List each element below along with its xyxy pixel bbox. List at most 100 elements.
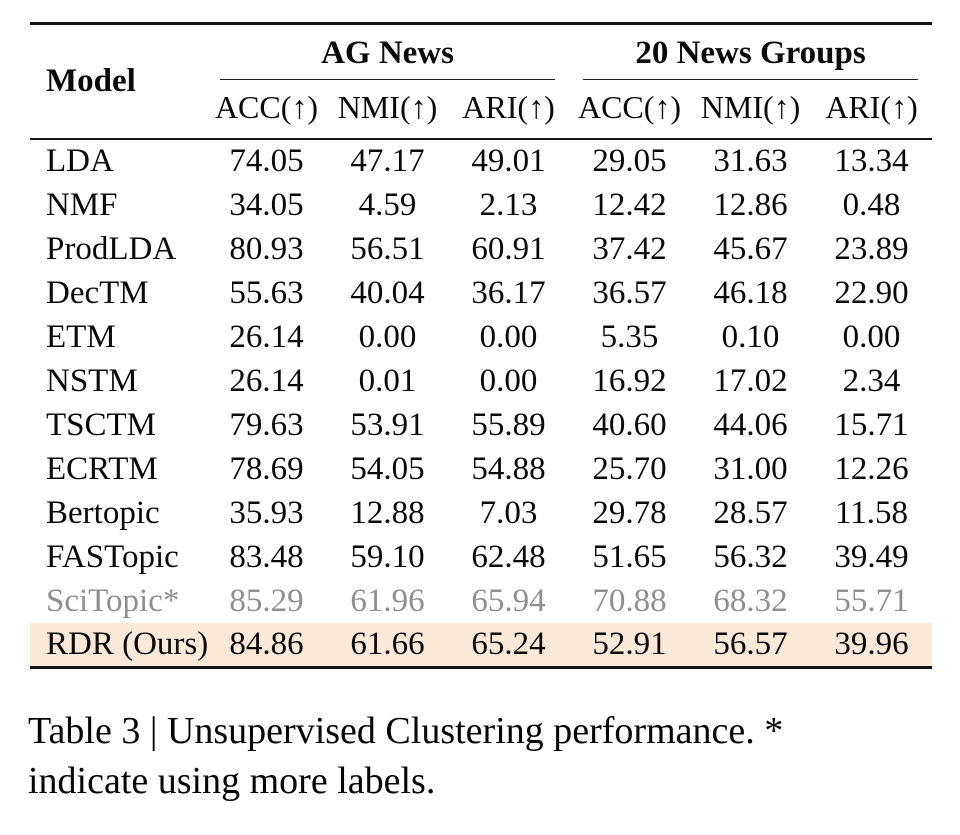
table-row: ETM 26.14 0.00 0.00 5.35 0.10 0.00 [30,315,932,359]
value-cell: 55.71 [834,582,909,619]
value-cell: 78.69 [229,450,304,487]
model-cell: ECRTM [46,450,158,487]
table-row: FASTopic 83.48 59.10 62.48 51.65 56.32 3… [30,535,932,579]
value-cell: 39.49 [834,538,909,575]
value-cell: 49.01 [471,143,546,179]
group-header-row: Model AG News 20 News Groups [30,23,932,140]
value-cell: 56.51 [350,230,425,267]
table-caption-line1: Table 3 | Unsupervised Clustering perfor… [28,710,784,752]
value-cell: 40.60 [592,406,667,443]
value-cell: 65.94 [471,582,546,619]
value-cell: 40.04 [350,274,425,311]
value-cell: 28.57 [713,494,788,531]
table-row: Bertopic 35.93 12.88 7.03 29.78 28.57 11… [30,491,932,535]
value-cell: 29.05 [592,143,667,179]
value-cell: 84.86 [206,623,327,669]
value-cell: 74.05 [229,143,304,179]
value-cell: 56.57 [690,623,812,669]
value-cell: 7.03 [479,494,538,531]
results-table: Model AG News 20 News Groups ACC(↑) NMI(… [30,22,933,669]
value-cell: 85.29 [229,582,304,619]
value-cell: 5.35 [600,318,659,355]
value-cell: 2.34 [842,362,901,399]
value-cell: 79.63 [229,406,304,443]
value-cell: 0.00 [479,362,538,399]
value-cell: 2.13 [479,186,538,223]
value-cell: 0.01 [358,362,417,399]
value-cell: 59.10 [350,538,425,575]
column-header-acc-20ng: ACC(↑) [569,80,691,140]
value-cell: 37.42 [592,230,667,267]
model-cell: Bertopic [46,494,160,531]
value-cell: 60.91 [471,230,546,267]
value-cell: 25.70 [592,450,667,487]
table-row: SciTopic* 85.29 61.96 65.94 70.88 68.32 … [30,579,932,623]
model-cell: NSTM [46,362,138,399]
value-cell: 17.02 [713,362,788,399]
table-body: LDA 74.05 47.17 49.01 29.05 31.63 13.34 … [30,139,933,669]
table-row: ProdLDA 80.93 56.51 60.91 37.42 45.67 23… [30,227,932,271]
value-cell: 23.89 [834,230,909,267]
table-caption: Table 3 | Unsupervised Clustering perfor… [28,706,946,806]
model-cell: ProdLDA [46,230,177,267]
value-cell: 61.96 [350,582,425,619]
value-cell: 36.57 [592,274,667,311]
value-cell: 62.48 [471,538,546,575]
value-cell: 22.90 [834,274,909,311]
value-cell: 31.00 [713,450,788,487]
value-cell: 39.96 [811,623,933,669]
value-cell: 0.10 [721,318,780,355]
value-cell: 0.00 [479,318,538,355]
value-cell: 13.34 [834,143,909,179]
model-cell: FASTopic [46,538,179,575]
value-cell: 34.05 [229,186,304,223]
model-cell: NMF [46,186,118,223]
value-cell: 44.06 [713,406,788,443]
model-cell: LDA [46,143,114,179]
value-cell: 0.48 [842,186,901,223]
value-cell: 45.67 [713,230,788,267]
group-header-ag-news-label: AG News [220,35,556,80]
table-row: DecTM 55.63 40.04 36.17 36.57 46.18 22.9… [30,271,932,315]
value-cell: 4.59 [358,186,417,223]
model-cell: SciTopic* [46,582,180,619]
value-cell: 51.65 [592,538,667,575]
model-cell: DecTM [46,274,149,311]
value-cell: 54.88 [471,450,546,487]
value-cell: 47.17 [350,143,425,179]
value-cell: 15.71 [834,406,909,443]
value-cell: 29.78 [592,494,667,531]
value-cell: 12.88 [350,494,425,531]
column-header-ari-agnews: ARI(↑) [448,80,570,140]
value-cell: 65.24 [448,623,570,669]
value-cell: 0.00 [842,318,901,355]
column-header-ari-20ng: ARI(↑) [811,80,933,140]
value-cell: 55.63 [229,274,304,311]
group-header-20-news-groups: 20 News Groups [569,24,932,80]
column-header-nmi-agnews: NMI(↑) [327,80,448,140]
value-cell: 12.86 [713,186,788,223]
table-row: NMF 34.05 4.59 2.13 12.42 12.86 0.48 [30,183,932,227]
value-cell: 80.93 [229,230,304,267]
table-row: ECRTM 78.69 54.05 54.88 25.70 31.00 12.2… [30,447,932,491]
group-header-ag-news: AG News [206,24,569,80]
table-row: RDR (Ours) 84.86 61.66 65.24 52.91 56.57… [30,623,933,669]
column-header-nmi-20ng: NMI(↑) [690,80,812,140]
value-cell: 31.63 [713,143,788,179]
column-header-acc-agnews: ACC(↑) [206,80,327,140]
table-caption-line2: indicate using more labels. [28,760,436,802]
model-cell: ETM [46,318,116,355]
column-header-model: Model [30,23,206,140]
model-cell: TSCTM [46,406,157,443]
value-cell: 61.66 [327,623,448,669]
table-header: Model AG News 20 News Groups ACC(↑) NMI(… [30,23,933,140]
value-cell: 12.26 [834,450,909,487]
model-cell: RDR (Ours) [30,623,208,669]
value-cell: 26.14 [229,362,304,399]
value-cell: 68.32 [713,582,788,619]
value-cell: 36.17 [471,274,546,311]
value-cell: 11.58 [835,494,909,531]
value-cell: 54.05 [350,450,425,487]
group-header-20-news-groups-label: 20 News Groups [583,35,919,80]
